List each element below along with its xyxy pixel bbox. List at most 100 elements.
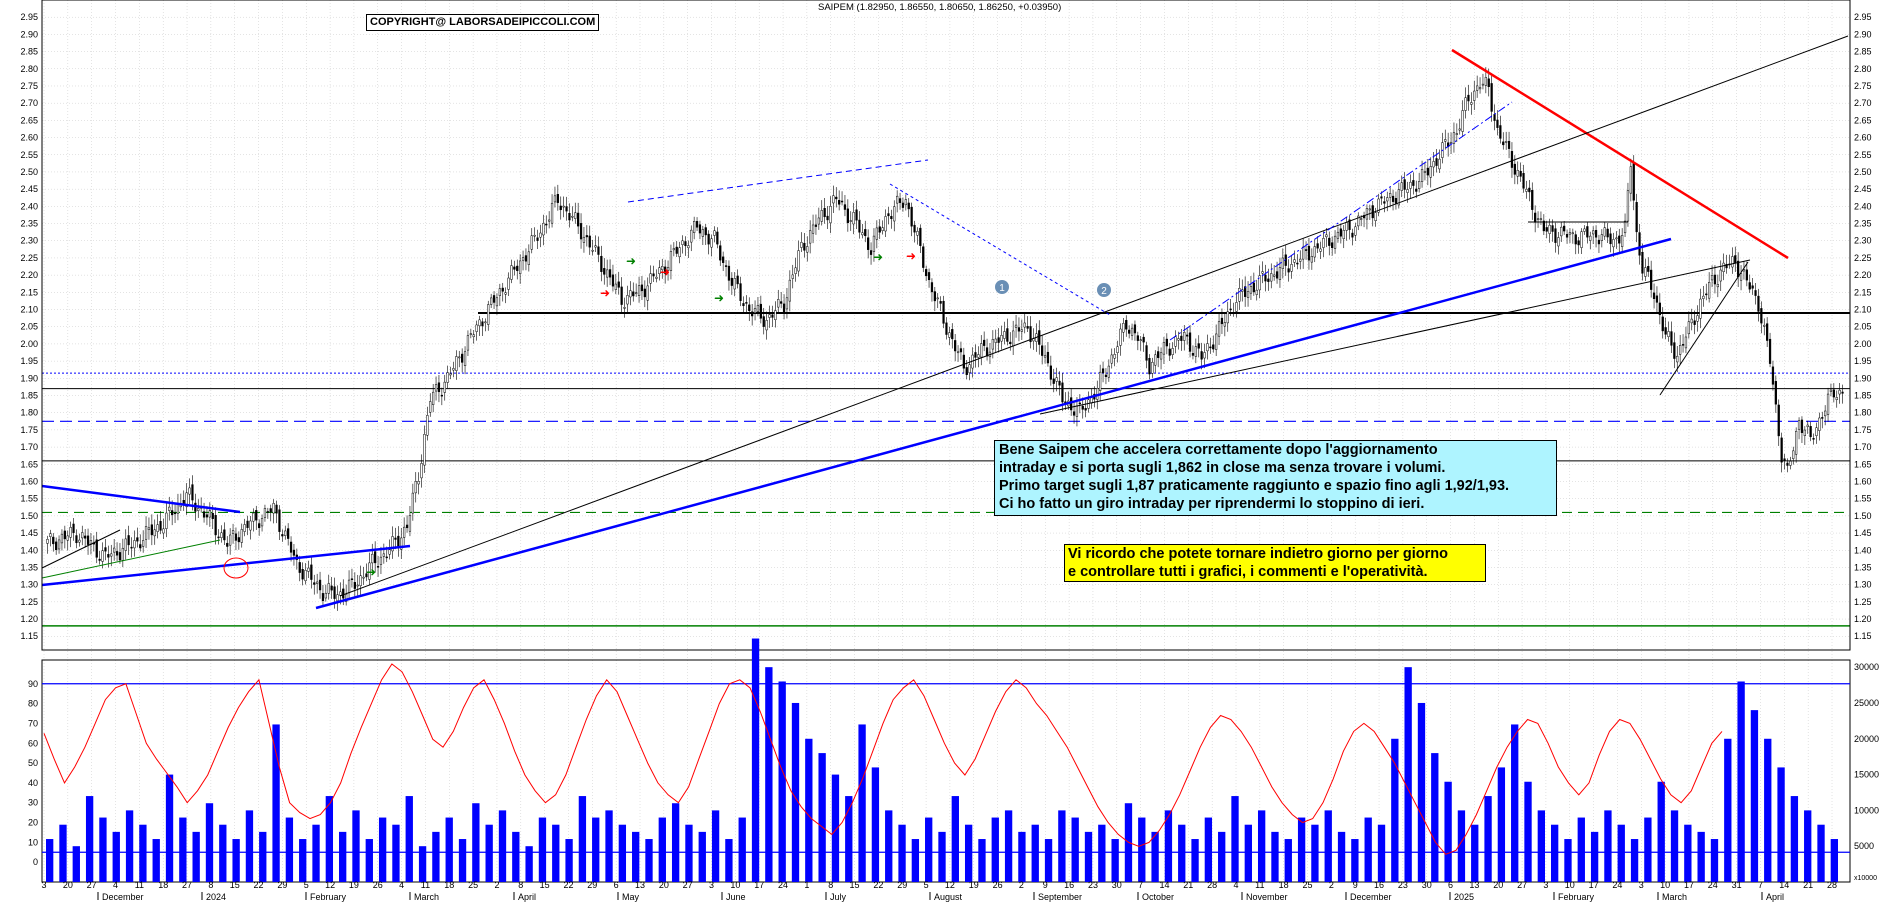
candle-body bbox=[614, 283, 617, 290]
volume-bar bbox=[791, 702, 800, 882]
candle-body bbox=[440, 394, 443, 397]
arrow-green-icon: ➜ bbox=[366, 565, 376, 579]
x-tick-label: 14 bbox=[1159, 880, 1169, 890]
month-label: May bbox=[622, 892, 640, 902]
candle-body bbox=[623, 307, 626, 309]
candle-body bbox=[1293, 259, 1296, 263]
candle-body bbox=[681, 240, 684, 245]
volume-bar bbox=[498, 810, 507, 882]
candle-body bbox=[1041, 345, 1044, 356]
candle-body bbox=[722, 256, 725, 263]
candle-body bbox=[466, 335, 470, 351]
y-tick-label: 1.20 bbox=[20, 614, 38, 624]
x-tick-label: 11 bbox=[135, 880, 144, 890]
candle-body bbox=[159, 521, 162, 531]
candle-body bbox=[620, 286, 623, 305]
volume-bar bbox=[738, 817, 746, 882]
candle-body bbox=[266, 511, 269, 513]
x-tick-label: 18 bbox=[444, 880, 454, 890]
candle-body bbox=[168, 506, 171, 511]
candle-body bbox=[1235, 302, 1238, 312]
candle-body bbox=[1771, 366, 1775, 385]
x-tick-label: 7 bbox=[1138, 880, 1143, 890]
candle-body bbox=[698, 224, 702, 234]
y-tick-label-right: 2.95 bbox=[1854, 12, 1872, 22]
y-tick-label-right: 1.50 bbox=[1854, 511, 1872, 521]
x-tick-label: 24 bbox=[1708, 880, 1718, 890]
volume-bar bbox=[1324, 810, 1332, 882]
candle-body bbox=[374, 551, 377, 564]
volume-bar bbox=[552, 824, 560, 882]
candle-body bbox=[1838, 389, 1841, 395]
candle-body bbox=[582, 236, 586, 243]
candle-body bbox=[1003, 331, 1006, 339]
candle-body bbox=[1299, 258, 1302, 262]
y-tick-label-right: 1.85 bbox=[1854, 391, 1872, 401]
candle-body bbox=[1470, 102, 1473, 105]
candle-body bbox=[104, 547, 107, 552]
candle-body bbox=[446, 372, 449, 383]
candle-body bbox=[165, 512, 168, 529]
candle-body bbox=[1043, 355, 1047, 358]
rsi-tick-label: 10 bbox=[28, 837, 38, 847]
candle-body bbox=[817, 217, 820, 225]
month-label: February bbox=[310, 892, 347, 902]
month-label: March bbox=[414, 892, 439, 902]
candle-body bbox=[1145, 345, 1148, 361]
candle-body bbox=[1212, 344, 1215, 350]
candle-body bbox=[1589, 235, 1592, 241]
candle-body bbox=[504, 292, 507, 295]
candle-body bbox=[1409, 181, 1412, 189]
candle-body bbox=[753, 308, 757, 314]
candle-body bbox=[1148, 358, 1151, 375]
arrow-red-icon: ➜ bbox=[906, 249, 916, 263]
candle-body bbox=[640, 284, 644, 292]
volume-tick-label: 10000 bbox=[1854, 805, 1879, 815]
candle-body bbox=[66, 535, 69, 541]
volume-bar bbox=[378, 817, 387, 882]
candle-body bbox=[1313, 246, 1316, 258]
volume-bar bbox=[245, 810, 254, 882]
candle-body bbox=[1809, 426, 1812, 438]
y-tick-label-right: 2.10 bbox=[1854, 305, 1872, 315]
candle-body bbox=[1476, 85, 1479, 91]
x-tick-label: 13 bbox=[1469, 880, 1479, 890]
candle-body bbox=[1841, 391, 1844, 394]
candle-body bbox=[1568, 232, 1572, 235]
candle-body bbox=[1351, 232, 1354, 238]
candle-body bbox=[176, 503, 180, 514]
candle-body bbox=[501, 287, 504, 292]
candle-body bbox=[1162, 342, 1166, 355]
x-tick-label: 23 bbox=[1398, 880, 1408, 890]
volume-bar bbox=[1684, 824, 1692, 882]
candle-body bbox=[1333, 235, 1337, 249]
candle-body bbox=[133, 540, 136, 549]
volume-bar bbox=[512, 831, 520, 882]
y-tick-label: 1.50 bbox=[20, 511, 38, 521]
candle-body bbox=[191, 484, 194, 501]
candle-body bbox=[646, 285, 649, 301]
candle-body bbox=[898, 198, 902, 203]
volume-bar bbox=[1817, 824, 1825, 882]
candle-body bbox=[1702, 295, 1705, 299]
candle-body bbox=[449, 373, 452, 376]
candle-body bbox=[838, 200, 841, 205]
candle-body bbox=[429, 401, 432, 413]
x-tick-label: 24 bbox=[778, 880, 788, 890]
candle-body bbox=[1719, 269, 1722, 282]
volume-bar bbox=[179, 817, 187, 882]
candle-body bbox=[443, 381, 446, 393]
x-tick-label: 12 bbox=[945, 880, 955, 890]
candle-body bbox=[1420, 169, 1424, 182]
candle-body bbox=[1464, 97, 1467, 111]
candle-body bbox=[881, 227, 884, 231]
x-tick-label: 16 bbox=[1064, 880, 1074, 890]
y-tick-label-right: 2.85 bbox=[1854, 47, 1872, 57]
lower-panel-frame bbox=[41, 659, 1851, 883]
y-tick-label: 1.15 bbox=[20, 631, 38, 641]
candle-body bbox=[922, 246, 925, 268]
candle-body bbox=[1000, 335, 1003, 342]
candle-body bbox=[1406, 189, 1409, 193]
candle-body bbox=[756, 304, 760, 312]
candle-body bbox=[635, 292, 638, 294]
